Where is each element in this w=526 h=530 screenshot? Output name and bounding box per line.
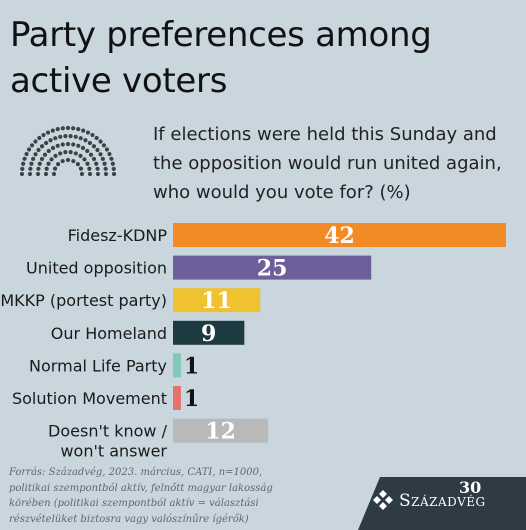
bar (173, 353, 181, 378)
bar-group: Normal Life Party 1 (29, 353, 199, 379)
value-label: 1 (184, 386, 199, 412)
brand-name: Századvég (399, 491, 486, 511)
source-line: Forrás: Századvég, 2023. március, CATI, … (9, 467, 263, 478)
bar (173, 386, 181, 410)
value-label: 12 (205, 419, 236, 445)
bar (173, 288, 261, 313)
brand-anniversary: 30 (459, 478, 482, 497)
bar-group: MKKP (portest party) 11 (0, 288, 261, 314)
category-label: United opposition (26, 259, 167, 278)
bar-group: Doesn't know / won't answer 12 (48, 418, 269, 461)
source-line: részvételüket biztosra vagy valószínűre … (9, 513, 249, 525)
bar (173, 418, 269, 443)
source-line: politikai szempontból aktív, felnőtt mag… (9, 482, 273, 494)
value-label: 9 (201, 321, 216, 347)
page-title: Party preferences among active voters (10, 15, 432, 101)
source-line: körében (politikai szempontból aktív = v… (9, 498, 259, 509)
value-label: 42 (324, 223, 355, 249)
value-label: 25 (257, 256, 288, 282)
bar (173, 223, 506, 247)
category-label: Solution Movement (12, 389, 167, 408)
category-label: MKKP (portest party) (0, 291, 167, 310)
brand-banner (358, 477, 526, 530)
category-label: Doesn't know / won't answer (48, 422, 168, 461)
bar-group: Fidesz-KDNP 42 (68, 223, 506, 249)
bar (173, 320, 245, 345)
bar-group: United opposition 25 (26, 255, 372, 282)
value-label: 1 (184, 353, 199, 379)
category-label: Our Homeland (51, 324, 167, 343)
category-label: Normal Life Party (29, 356, 167, 375)
bar-group: Solution Movement 1 (12, 386, 199, 412)
source-note: Forrás: Századvég, 2023. március, CATI, … (9, 465, 309, 527)
value-label: 11 (201, 288, 232, 314)
parliament-hemicycle-icon (19, 125, 117, 176)
survey-question: If elections were held this Sunday and t… (153, 124, 502, 203)
szazadveg-logo-icon (373, 490, 393, 510)
category-label: Fidesz-KDNP (68, 226, 168, 245)
bar (173, 255, 372, 280)
bar-group: Our Homeland 9 (51, 320, 245, 347)
bar-chart: Fidesz-KDNP 42 United opposition 25 MKKP (po… (0, 216, 526, 466)
